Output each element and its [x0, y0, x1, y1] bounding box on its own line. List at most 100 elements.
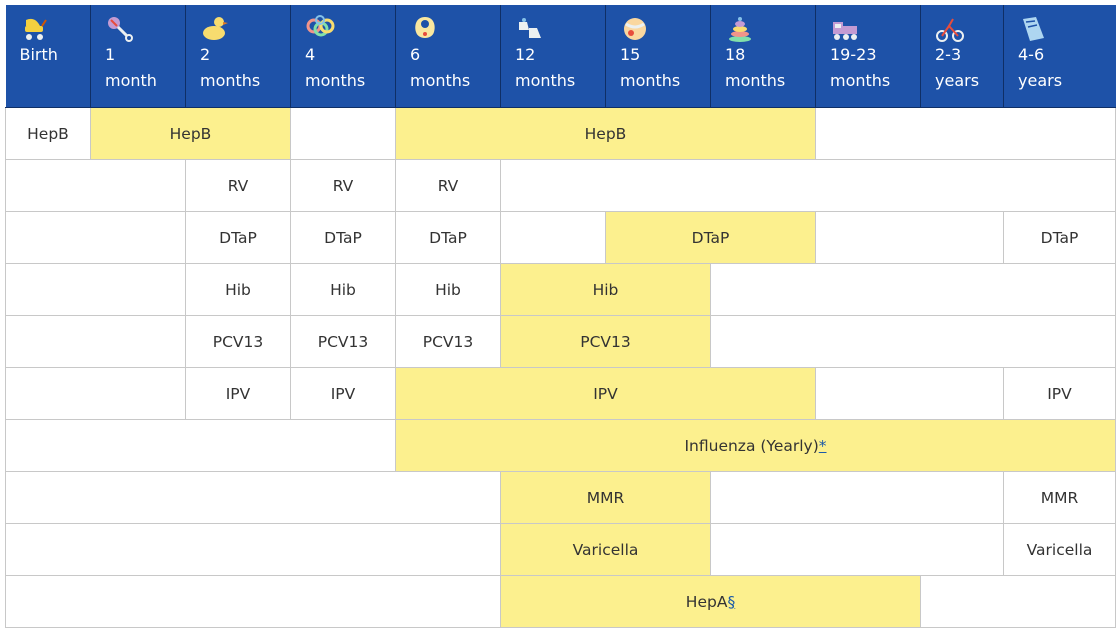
bib-icon — [410, 14, 440, 44]
dose-cell: PCV13 — [395, 315, 501, 368]
vaccine-label: HepB — [169, 124, 212, 143]
age-header-4: 6 months — [395, 5, 501, 108]
age-header-6: 15 months — [605, 5, 711, 108]
vaccine-label: PCV13 — [212, 332, 264, 351]
age-label-value: 15 — [620, 45, 641, 64]
vaccine-row-influenza: Influenza (Yearly)* — [5, 419, 1116, 472]
age-label-value: 12 — [515, 45, 536, 64]
empty-cell — [5, 367, 186, 420]
dose-cell: IPV — [185, 367, 291, 420]
vaccine-label: Varicella — [1026, 540, 1093, 559]
rubber-duck-icon — [200, 14, 230, 44]
age-header-row: Birth 1 month 2 months 4 months 6 months 12 months… — [5, 5, 1116, 108]
ball-icon — [620, 14, 650, 44]
dose-cell: HepB — [5, 107, 91, 160]
vaccine-row-ipv: IPV IPV IPV IPV — [5, 367, 1116, 420]
age-label-unit: years — [935, 71, 980, 90]
vaccine-label: PCV13 — [580, 332, 631, 351]
vaccine-label: RV — [227, 176, 249, 195]
dose-cell: Varicella — [1003, 523, 1116, 576]
age-label-unit: months — [200, 71, 261, 90]
age-label-unit: months — [830, 71, 891, 90]
age-header-3: 4 months — [290, 5, 396, 108]
vaccine-row-hib: Hib Hib Hib Hib — [5, 263, 1116, 316]
empty-cell — [815, 367, 1004, 420]
vaccine-label: Hib — [225, 280, 251, 299]
age-label-unit: months — [515, 71, 576, 90]
rattle-icon — [105, 14, 135, 44]
vaccine-label: HepA — [685, 592, 728, 611]
dose-cell: DTaP — [1003, 211, 1116, 264]
age-label-unit: years — [1018, 71, 1063, 90]
dose-cell: IPV — [290, 367, 396, 420]
vaccine-label: IPV — [330, 384, 356, 403]
dose-cell: MMR — [1003, 471, 1116, 524]
age-label-value: 18 — [725, 45, 746, 64]
vaccine-row-mmr: MMR MMR — [5, 471, 1116, 524]
dose-cell: DTaP — [395, 211, 501, 264]
age-header-5: 12 months — [500, 5, 606, 108]
age-header-8: 19-23 months — [815, 5, 921, 108]
dose-cell: RV — [290, 159, 396, 212]
vaccine-rows: HepB HepB HepB RV RV RV DTaP DTaP DTaP DTaP DTaP Hi… — [5, 107, 1116, 628]
vaccine-label: Hib — [435, 280, 461, 299]
vaccine-label: MMR — [1040, 488, 1079, 507]
vaccine-label: RV — [437, 176, 459, 195]
age-label-unit: months — [305, 71, 366, 90]
age-label-unit: month — [105, 71, 157, 90]
dose-cell: RV — [395, 159, 501, 212]
vaccine-label: DTaP — [1040, 228, 1079, 247]
empty-cell — [5, 523, 501, 576]
empty-cell — [5, 211, 186, 264]
recommended-range-cell: IPV — [395, 367, 816, 420]
vaccine-label: HepB — [584, 124, 627, 143]
age-label-value: 19-23 — [830, 45, 877, 64]
dose-cell: Hib — [185, 263, 291, 316]
tricycle-icon — [935, 14, 965, 44]
vaccine-label: DTaP — [691, 228, 730, 247]
vaccine-label: DTaP — [219, 228, 257, 247]
footnote-link[interactable]: § — [727, 592, 736, 611]
empty-cell — [920, 575, 1116, 628]
empty-cell — [5, 263, 186, 316]
recommended-range-cell: HepB — [90, 107, 291, 160]
dose-cell: PCV13 — [290, 315, 396, 368]
empty-cell — [500, 159, 1116, 212]
age-header-0: Birth — [5, 5, 91, 108]
age-label-unit: months — [410, 71, 471, 90]
vaccine-label: RV — [332, 176, 354, 195]
recommended-range-cell: Influenza (Yearly)* — [395, 419, 1116, 472]
age-label-value: 2-3 — [935, 45, 962, 64]
footnote-link[interactable]: * — [818, 436, 827, 455]
vaccine-row-rv: RV RV RV — [5, 159, 1116, 212]
empty-cell — [5, 419, 396, 472]
age-label-value: 2 — [200, 45, 211, 64]
recommended-range-cell: HepA§ — [500, 575, 921, 628]
teether-rings-icon — [305, 14, 335, 44]
vaccine-row-pcv13: PCV13 PCV13 PCV13 PCV13 — [5, 315, 1116, 368]
age-header-2: 2 months — [185, 5, 291, 108]
recommended-range-cell: HepB — [395, 107, 816, 160]
empty-cell — [290, 107, 396, 160]
age-header-7: 18 months — [710, 5, 816, 108]
empty-cell — [710, 263, 1116, 316]
baby-shoes-icon — [515, 14, 545, 44]
vaccine-row-varicella: Varicella Varicella — [5, 523, 1116, 576]
empty-cell — [815, 211, 1004, 264]
age-header-10: 4-6 years — [1003, 5, 1116, 108]
recommended-range-cell: PCV13 — [500, 315, 711, 368]
vaccine-label: MMR — [586, 488, 625, 507]
vaccine-label: Varicella — [572, 540, 639, 559]
empty-cell — [5, 471, 501, 524]
empty-cell — [710, 523, 1004, 576]
dose-cell: DTaP — [185, 211, 291, 264]
vaccine-label: IPV — [225, 384, 251, 403]
recommended-range-cell: MMR — [500, 471, 711, 524]
vaccine-row-dtap: DTaP DTaP DTaP DTaP DTaP — [5, 211, 1116, 264]
vaccine-label: IPV — [1047, 384, 1072, 403]
empty-cell — [710, 471, 1004, 524]
age-header-1: 1 month — [90, 5, 186, 108]
empty-cell — [5, 315, 186, 368]
age-label-unit: months — [725, 71, 786, 90]
vaccine-label: PCV13 — [317, 332, 369, 351]
